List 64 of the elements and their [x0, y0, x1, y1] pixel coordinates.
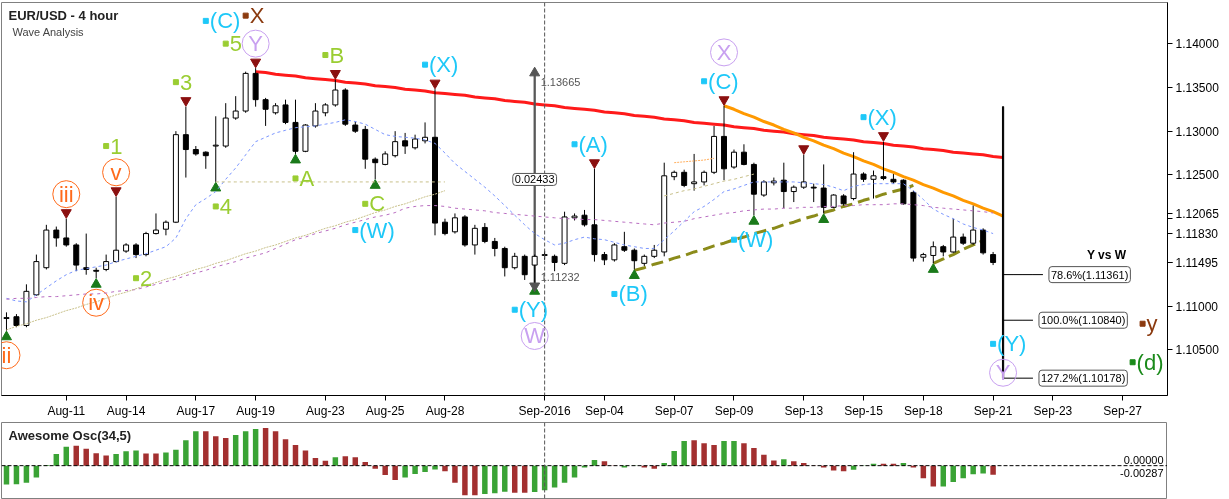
- y-tick-label: 1.12065: [1175, 206, 1220, 221]
- data-label: 1.13665: [540, 75, 581, 88]
- data-label: (C): [209, 8, 241, 34]
- x-tick-label: Sep-2016: [518, 403, 571, 418]
- y-tick-label: 1.12500: [1175, 168, 1220, 183]
- data-label: 78.6%(1.11361): [1050, 268, 1129, 281]
- y-tick-label: 1.11000: [1175, 299, 1219, 314]
- x-tick-label: Aug-17: [176, 403, 216, 418]
- data-label: (Y): [518, 297, 549, 323]
- text: Y vs W: [1086, 247, 1127, 262]
- data-label: v: [110, 159, 122, 185]
- data-label: 1.11232: [540, 270, 580, 283]
- data-label: X: [716, 39, 732, 65]
- series-label: 2: [140, 265, 153, 291]
- data-label: (d): [1136, 349, 1164, 375]
- data-label: W: [524, 323, 546, 349]
- data-label: y: [1146, 311, 1158, 337]
- series-label: 4: [219, 193, 233, 219]
- data-label: (X): [867, 104, 897, 130]
- y-tick-label: 1.13500: [1175, 80, 1220, 95]
- y-tick-label: 1.13000: [1175, 124, 1220, 139]
- x-tick-label: Sep-21: [973, 403, 1013, 418]
- series-label: 1: [110, 133, 123, 159]
- data-label: B: [329, 42, 345, 68]
- data-label: 127.2%(1.10178): [1040, 372, 1126, 385]
- chart-title: EUR/USD - 4 hour: [8, 7, 119, 23]
- data-label: (W): [737, 227, 774, 253]
- text: Wave Analysis: [12, 25, 85, 38]
- y-tick-label: 1.14000: [1175, 37, 1220, 52]
- data-label: (B): [618, 281, 648, 307]
- x-tick-label: Aug-11: [47, 403, 86, 418]
- x-tick-label: Sep-13: [784, 403, 824, 418]
- x-tick-label: Aug-19: [236, 403, 276, 418]
- y-tick-label: 1.11830: [1175, 227, 1219, 242]
- data-label: 0.02433: [514, 173, 555, 186]
- data-label: Y: [248, 31, 264, 57]
- x-tick-label: Sep-23: [1033, 403, 1073, 418]
- x-tick-label: Sep-07: [654, 403, 694, 418]
- series-label: 3: [179, 69, 193, 95]
- chart-title: Awesome Osc(34,5): [8, 427, 132, 443]
- x-tick-label: Sep-18: [903, 403, 944, 418]
- annotation: 0.00000: [1123, 453, 1164, 466]
- y-tick-label: 1.10500: [1175, 343, 1220, 358]
- data-label: ii: [1, 342, 12, 368]
- x-tick-label: Aug-23: [306, 403, 346, 418]
- data-label: A: [299, 165, 315, 191]
- x-tick-label: Aug-14: [106, 403, 146, 418]
- x-tick-label: Aug-25: [365, 403, 405, 418]
- y-tick-label: 1.11495: [1175, 256, 1219, 271]
- data-label: 100.0%(1.10840): [1040, 314, 1126, 327]
- data-label: (X): [429, 52, 459, 78]
- data-label: (W): [359, 217, 395, 243]
- x-tick-label: Sep-09: [714, 403, 754, 418]
- annotation: -0.00287: [1120, 466, 1164, 479]
- data-label: (C): [708, 68, 739, 94]
- x-tick-label: Sep-27: [1103, 403, 1143, 418]
- data-label: iii: [58, 181, 74, 207]
- data-label: iv: [88, 290, 105, 316]
- data-label: X: [249, 3, 265, 29]
- data-label: C: [369, 191, 386, 217]
- x-tick-label: Aug-28: [425, 403, 465, 418]
- x-tick-label: Sep-04: [585, 403, 625, 418]
- x-tick-label: Sep-15: [844, 403, 884, 418]
- data-label: (A): [578, 131, 608, 157]
